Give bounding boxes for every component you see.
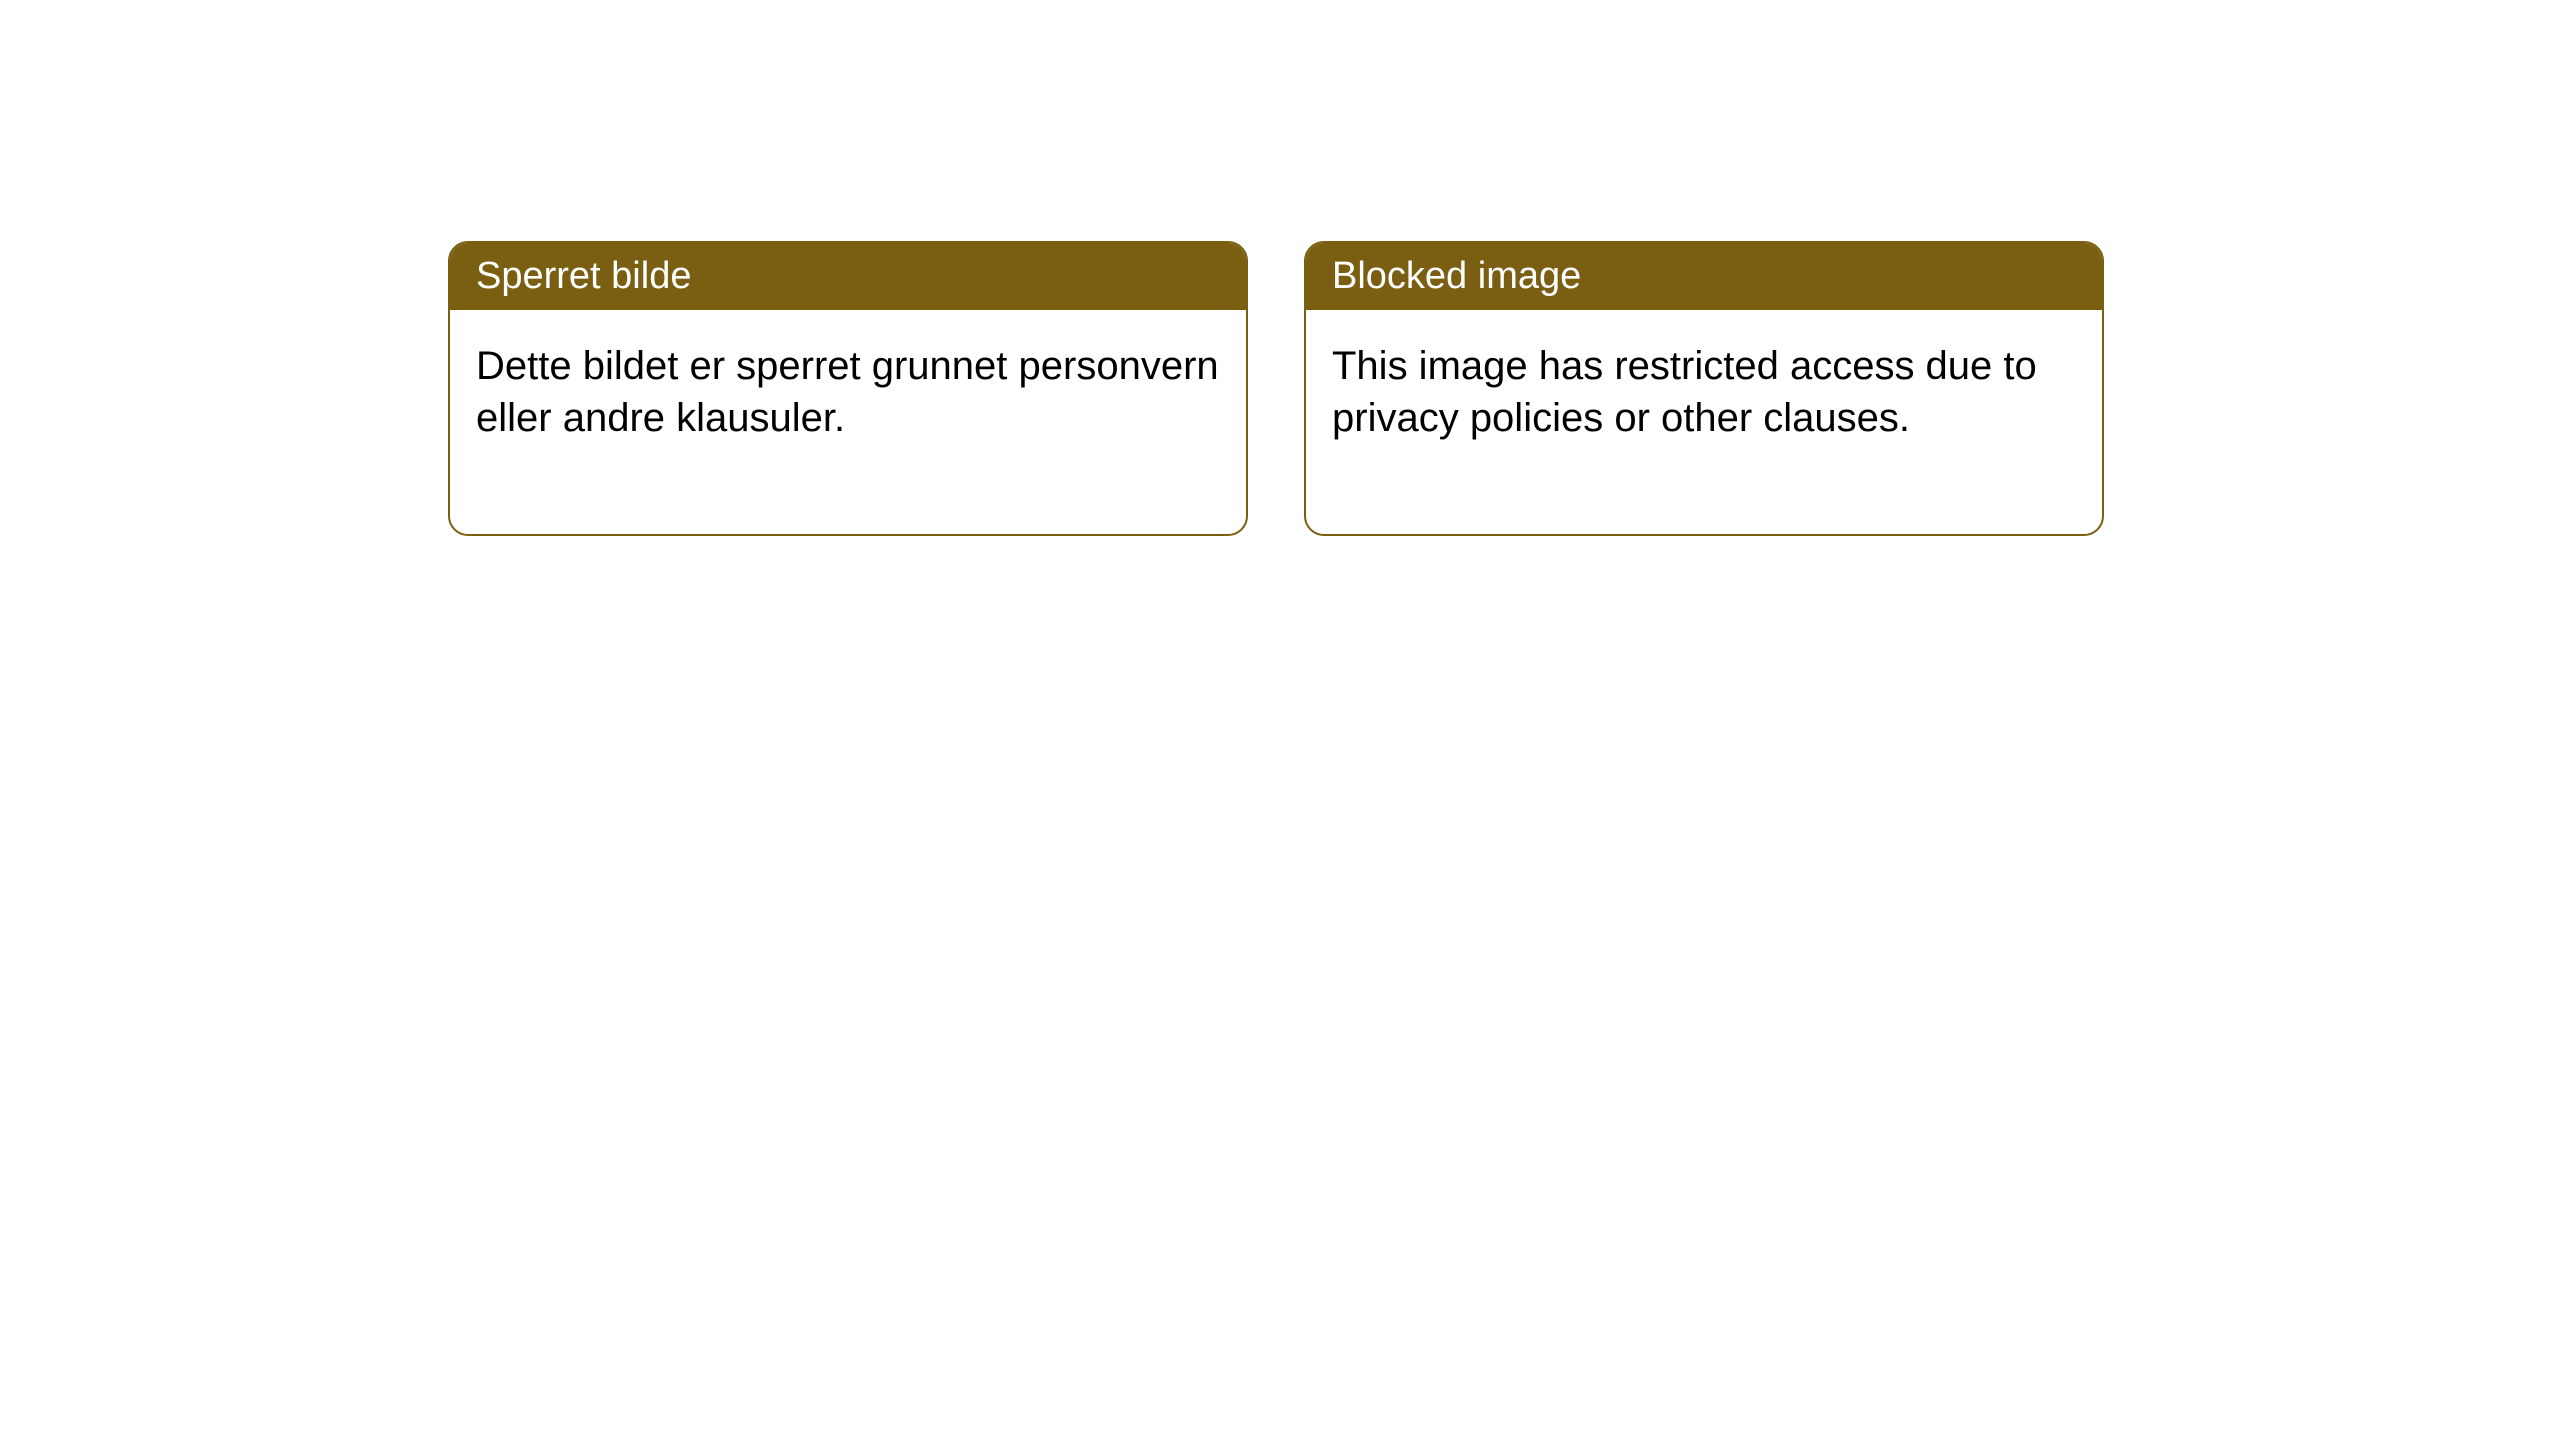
blocked-image-card-en: Blocked image This image has restricted … (1304, 241, 2104, 536)
card-title-no: Sperret bilde (450, 243, 1246, 310)
blocked-image-card-no: Sperret bilde Dette bildet er sperret gr… (448, 241, 1248, 536)
card-title-en: Blocked image (1306, 243, 2102, 310)
card-body-en: This image has restricted access due to … (1306, 310, 2102, 534)
notice-container: Sperret bilde Dette bildet er sperret gr… (0, 0, 2560, 536)
card-body-no: Dette bildet er sperret grunnet personve… (450, 310, 1246, 534)
